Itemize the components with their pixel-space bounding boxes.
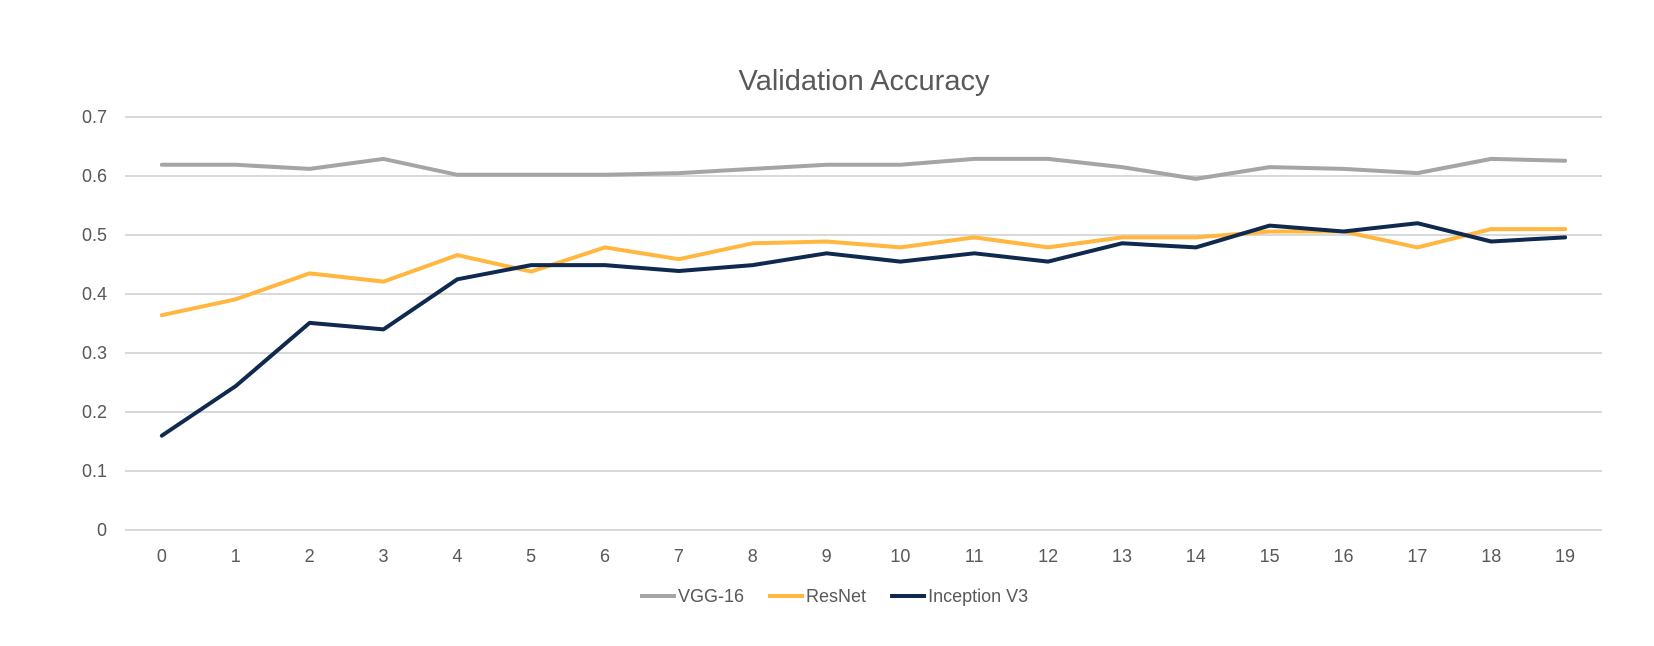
y-tick-label: 0.6 <box>82 166 107 186</box>
legend-item-inception-v3: Inception V3 <box>890 586 1028 606</box>
legend-label: VGG-16 <box>678 586 744 606</box>
x-tick-label: 15 <box>1260 546 1280 566</box>
x-tick-label: 0 <box>157 546 167 566</box>
x-tick-label: 7 <box>674 546 684 566</box>
x-tick-label: 18 <box>1481 546 1501 566</box>
y-tick-label: 0 <box>97 520 107 540</box>
legend-label: ResNet <box>806 586 866 606</box>
y-tick-label: 0.2 <box>82 402 107 422</box>
x-tick-label: 3 <box>378 546 388 566</box>
series-line-inception-v3 <box>159 221 1568 438</box>
x-tick-label: 17 <box>1407 546 1427 566</box>
x-tick-label: 1 <box>231 546 241 566</box>
legend-item-vgg-16: VGG-16 <box>640 586 744 606</box>
x-axis-tick-labels: 0 1 2 3 4 5 6 7 8 9 10 11 12 13 14 15 16 17 18 19 <box>157 546 1575 566</box>
y-tick-label: 0.3 <box>82 343 107 363</box>
series-line-resnet <box>159 227 1568 318</box>
series-line-vgg-16 <box>159 156 1568 181</box>
series-lines <box>159 156 1568 438</box>
x-tick-label: 14 <box>1186 546 1206 566</box>
y-tick-label: 0.5 <box>82 225 107 245</box>
y-tick-label: 0.4 <box>82 284 107 304</box>
x-tick-label: 13 <box>1112 546 1132 566</box>
x-tick-label: 6 <box>600 546 610 566</box>
legend-label: Inception V3 <box>928 586 1028 606</box>
chart-title: Validation Accuracy <box>739 65 990 97</box>
x-tick-label: 2 <box>305 546 315 566</box>
legend-item-resnet: ResNet <box>768 586 866 606</box>
x-tick-label: 12 <box>1038 546 1058 566</box>
x-tick-label: 8 <box>748 546 758 566</box>
y-tick-label: 0.1 <box>82 461 107 481</box>
y-axis-tick-labels: 0 0.1 0.2 0.3 0.4 0.5 0.6 0.7 <box>82 107 107 540</box>
legend: VGG-16 ResNet Inception V3 <box>640 586 1028 606</box>
x-tick-label: 19 <box>1555 546 1575 566</box>
gridlines <box>125 116 1602 531</box>
x-tick-label: 4 <box>452 546 462 566</box>
x-tick-label: 10 <box>890 546 910 566</box>
x-tick-label: 5 <box>526 546 536 566</box>
x-tick-label: 9 <box>822 546 832 566</box>
x-tick-label: 11 <box>965 546 984 566</box>
y-tick-label: 0.7 <box>82 107 107 127</box>
x-tick-label: 16 <box>1334 546 1354 566</box>
